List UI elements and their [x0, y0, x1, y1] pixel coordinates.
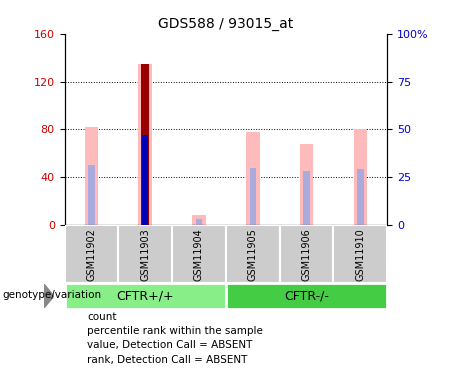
Bar [172, 225, 226, 283]
Text: CFTR-/-: CFTR-/- [284, 290, 329, 303]
Bar [138, 64, 152, 225]
Bar [141, 64, 149, 225]
Bar [354, 129, 367, 225]
Bar [246, 132, 260, 225]
Bar [357, 169, 364, 225]
Bar [142, 135, 148, 225]
Text: GSM11910: GSM11910 [355, 228, 366, 280]
Text: percentile rank within the sample: percentile rank within the sample [87, 326, 263, 336]
Bar [142, 135, 148, 225]
Text: count: count [87, 312, 117, 322]
Bar [118, 225, 172, 283]
Bar [226, 225, 280, 283]
Bar [300, 144, 313, 225]
Bar [280, 225, 333, 283]
Text: GSM11905: GSM11905 [248, 228, 258, 281]
Text: genotype/variation: genotype/variation [2, 291, 101, 300]
Bar [88, 165, 95, 225]
Bar [65, 225, 118, 283]
Polygon shape [44, 284, 54, 308]
Bar [65, 283, 226, 309]
Bar [85, 127, 98, 225]
Text: GDS588 / 93015_at: GDS588 / 93015_at [158, 17, 294, 31]
Text: value, Detection Call = ABSENT: value, Detection Call = ABSENT [87, 340, 253, 350]
Bar [303, 171, 310, 225]
Bar [333, 225, 387, 283]
Text: GSM11903: GSM11903 [140, 228, 150, 280]
Text: GSM11902: GSM11902 [86, 228, 96, 281]
Bar [249, 168, 256, 225]
Text: GSM11906: GSM11906 [301, 228, 312, 280]
Text: rank, Detection Call = ABSENT: rank, Detection Call = ABSENT [87, 355, 248, 364]
Bar [196, 219, 202, 225]
Text: CFTR+/+: CFTR+/+ [116, 290, 174, 303]
Text: GSM11904: GSM11904 [194, 228, 204, 280]
Bar [226, 283, 387, 309]
Bar [192, 215, 206, 225]
